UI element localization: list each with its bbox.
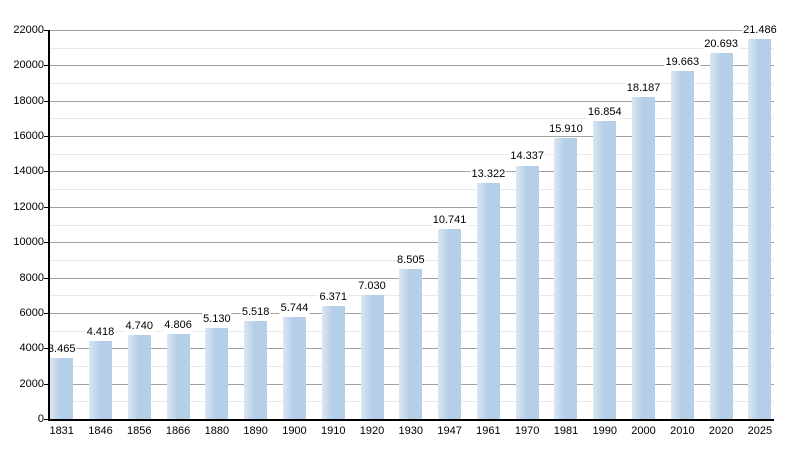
gridline-minor — [50, 153, 774, 155]
bar-value-label: 4.418 — [85, 325, 116, 339]
bar-value-label: 4.740 — [124, 320, 155, 334]
gridline-major — [50, 136, 774, 138]
gridline-minor — [50, 118, 774, 120]
gridline-major — [50, 171, 774, 173]
y-axis-tick — [44, 171, 49, 173]
bar-value-label: 16.854 — [586, 105, 623, 119]
bar-value-label: 3.465 — [46, 342, 77, 356]
bar-1866 — [166, 334, 190, 419]
bar-value-label: 5.130 — [202, 313, 232, 327]
bar-value-label: 18.187 — [625, 82, 662, 96]
x-axis-label: 1930 — [398, 425, 424, 437]
x-axis-label: 1910 — [320, 425, 346, 437]
bar-2025 — [748, 39, 772, 419]
y-axis-label: 22000 — [13, 24, 44, 36]
bar-1880 — [205, 328, 229, 419]
y-axis-tick — [44, 242, 49, 244]
y-axis-tick — [44, 30, 49, 31]
bar-1930 — [399, 268, 423, 419]
x-axis-label: 1981 — [553, 425, 579, 437]
x-axis-label: 1961 — [476, 425, 501, 437]
bar-1890 — [244, 321, 268, 419]
bar-value-label: 10.741 — [431, 214, 468, 228]
x-axis-label: 2000 — [631, 425, 656, 437]
bar-value-label: 5.518 — [240, 306, 271, 320]
bar-1846 — [88, 340, 112, 419]
x-axis-label: 1846 — [88, 425, 113, 437]
y-axis-tick — [44, 136, 49, 138]
x-axis-label: 1856 — [127, 425, 152, 437]
y-axis-label: 6000 — [19, 306, 44, 319]
y-axis-label: 2000 — [19, 377, 44, 390]
y-axis-label: 16000 — [13, 130, 44, 143]
bar-1970 — [515, 165, 539, 419]
y-axis-tick — [44, 65, 49, 67]
x-axis-label: 1947 — [437, 425, 462, 437]
gridline-major — [50, 206, 774, 208]
y-axis-tick — [44, 206, 49, 208]
x-axis-line — [48, 419, 774, 421]
gridline-minor — [50, 83, 774, 85]
bar-2000 — [632, 97, 656, 419]
bar-1910 — [321, 306, 345, 419]
y-axis-label: 4000 — [19, 342, 44, 355]
bar-value-label: 14.337 — [509, 150, 545, 164]
bar-value-label: 5.744 — [279, 302, 310, 316]
y-axis-line — [48, 30, 50, 421]
y-axis-label: 14000 — [13, 165, 44, 178]
y-axis-tick — [44, 348, 49, 350]
plot-area: 3.465 4.418 4.740 4.806 5.130 5.518 5.744 6.371… — [46, 24, 778, 419]
y-axis-tick — [44, 277, 49, 279]
gridline-minor — [50, 224, 774, 226]
bar-value-label: 4.806 — [163, 319, 193, 333]
bar-1981 — [554, 137, 578, 419]
bar-1920 — [360, 294, 384, 419]
bar-2020 — [709, 53, 733, 419]
bar-value-label: 8.505 — [396, 253, 426, 267]
x-axis-label: 1920 — [359, 425, 385, 437]
x-axis-label: 2010 — [670, 425, 695, 437]
y-axis-label: 0 — [37, 413, 44, 425]
x-axis-label: 2020 — [708, 425, 734, 437]
bar-1831 — [50, 357, 74, 419]
x-axis-label: 1990 — [592, 425, 617, 437]
bar-1856 — [127, 335, 151, 419]
bar-value-label: 21.486 — [742, 24, 778, 38]
bar-value-label: 13.322 — [470, 168, 507, 182]
y-axis-tick — [44, 419, 49, 420]
y-axis-label: 20000 — [13, 59, 44, 72]
bar-1961 — [476, 183, 500, 419]
gridline-major — [50, 30, 774, 31]
gridline-minor — [50, 189, 774, 191]
x-axis-label: 1900 — [282, 425, 307, 437]
x-axis-label: 1866 — [165, 425, 191, 437]
bar-value-label: 6.371 — [318, 291, 348, 305]
gridline-major — [50, 242, 774, 244]
bar-1990 — [593, 121, 617, 419]
bar-1900 — [282, 317, 306, 419]
y-axis-label: 10000 — [13, 236, 44, 249]
bar-value-label: 19.663 — [664, 56, 701, 70]
bar-value-label: 20.693 — [703, 38, 739, 52]
gridline-minor — [50, 47, 774, 49]
x-axis-label: 1890 — [243, 425, 268, 437]
bar-value-label: 15.910 — [548, 122, 584, 136]
y-axis-label: 8000 — [19, 271, 44, 284]
y-axis-tick — [44, 383, 49, 385]
y-axis-label: 18000 — [13, 94, 44, 107]
y-axis-tick — [44, 100, 49, 102]
y-axis-label: 12000 — [13, 200, 44, 213]
x-axis-label: 1831 — [49, 425, 74, 437]
x-axis-label: 1880 — [204, 425, 230, 437]
gridline-major — [50, 100, 774, 102]
gridline-major — [50, 65, 774, 67]
y-axis-tick — [44, 312, 49, 314]
bar-1947 — [438, 229, 462, 419]
bar-2010 — [670, 71, 694, 419]
x-axis-label: 1970 — [514, 425, 540, 437]
x-axis-label: 2025 — [747, 425, 773, 437]
bar-value-label: 7.030 — [357, 279, 387, 293]
